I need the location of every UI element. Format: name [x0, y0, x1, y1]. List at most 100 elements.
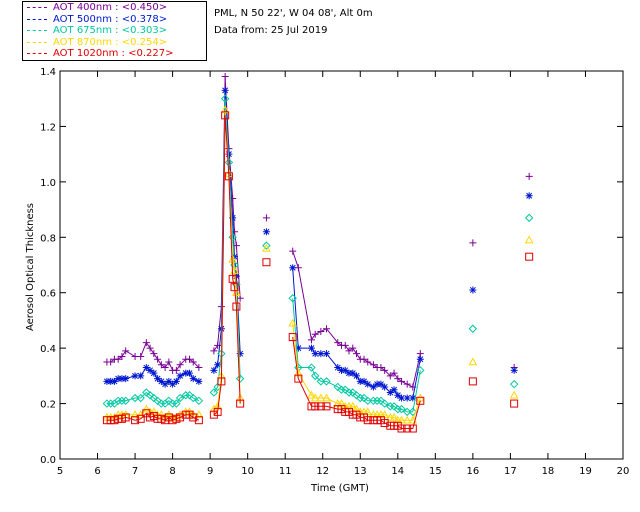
- data-point-diamond: [333, 382, 342, 392]
- data-point-diamond: [389, 402, 399, 411]
- data-point-plus: [469, 239, 477, 247]
- data-point-plus: [165, 358, 173, 366]
- data-point-asterisk: [231, 253, 239, 261]
- data-point-plus: [150, 350, 158, 358]
- series-1: [103, 86, 533, 402]
- plot-frame: [59, 70, 624, 460]
- data-point-plus: [360, 355, 368, 363]
- data-point-plus: [122, 347, 130, 355]
- data-point-diamond: [307, 363, 316, 372]
- x-tick-label: 14: [391, 466, 404, 477]
- data-point-plus: [195, 364, 203, 372]
- data-point-asterisk: [398, 394, 406, 402]
- series-line: [213, 115, 241, 416]
- data-point-diamond: [172, 399, 181, 408]
- legend-label-1020nm: AOT 1020nm : <0.227>: [53, 48, 174, 59]
- data-point-plus: [377, 364, 385, 372]
- data-point-plus: [390, 369, 398, 377]
- y-tick-label: 0.6: [40, 289, 56, 300]
- data-point-triangle: [408, 415, 418, 424]
- data-point-diamond: [175, 393, 185, 403]
- data-point-plus: [142, 339, 150, 347]
- data-point-plus: [403, 380, 411, 388]
- data-point-plus: [307, 336, 315, 344]
- legend-swatch-675nm: [27, 30, 47, 32]
- data-point-asterisk: [169, 380, 177, 388]
- data-point-triangle: [316, 393, 326, 402]
- data-point-asterisk: [349, 369, 357, 377]
- data-point-asterisk: [214, 361, 222, 369]
- data-point-diamond: [149, 393, 159, 403]
- legend: AOT 400nm : <0.450> AOT 500nm : <0.378> …: [22, 1, 207, 61]
- data-point-asterisk: [360, 377, 368, 385]
- data-point-triangle: [220, 105, 230, 114]
- data-point-triangle: [389, 412, 399, 421]
- data-point-diamond: [408, 407, 418, 417]
- data-point-asterisk: [210, 366, 218, 374]
- data-point-square: [224, 172, 233, 181]
- data-point-diamond: [142, 388, 151, 397]
- data-point-diamond: [316, 377, 326, 386]
- data-point-square: [294, 374, 303, 383]
- x-tick-label: 7: [132, 466, 138, 477]
- data-point-plus: [189, 358, 197, 366]
- data-point-diamond: [341, 385, 350, 394]
- y-tick-label: 1.4: [40, 67, 56, 78]
- data-point-asterisk: [364, 380, 372, 388]
- data-point-asterisk: [356, 377, 364, 385]
- data-point-diamond: [117, 396, 127, 406]
- data-point-diamond: [369, 396, 378, 406]
- data-point-plus: [386, 372, 394, 380]
- x-tick-label: 10: [241, 466, 254, 477]
- data-point-diamond: [348, 388, 357, 397]
- data-point-asterisk: [118, 375, 126, 383]
- data-point-diamond: [185, 391, 194, 400]
- data-point-diamond: [402, 407, 412, 417]
- data-point-triangle: [402, 415, 412, 424]
- legend-swatch-400nm: [27, 7, 47, 9]
- data-point-asterisk: [403, 394, 411, 402]
- y-tick-label: 1.2: [40, 122, 56, 133]
- data-point-asterisk: [137, 372, 145, 380]
- data-point-asterisk: [154, 375, 162, 383]
- x-tick-label: 17: [504, 466, 517, 477]
- y-tick-label: 1.0: [40, 178, 56, 189]
- data-point-asterisk: [157, 377, 165, 385]
- legend-item-870nm: AOT 870nm : <0.254>: [23, 37, 206, 49]
- data-point-plus: [157, 361, 165, 369]
- data-point-asterisk: [176, 372, 184, 380]
- data-point-asterisk: [122, 375, 130, 383]
- data-point-asterisk: [381, 383, 389, 391]
- data-point-asterisk: [165, 377, 173, 385]
- data-point-asterisk: [525, 192, 533, 200]
- legend-item-500nm: AOT 500nm : <0.378>: [23, 14, 206, 26]
- data-point-plus: [322, 325, 330, 333]
- y-tick-label: 0.8: [40, 233, 56, 244]
- y-tick-label: 0.2: [40, 400, 56, 411]
- data-point-diamond: [136, 393, 145, 403]
- data-point-plus: [381, 366, 389, 374]
- data-point-diamond: [288, 294, 297, 303]
- data-point-plus: [210, 347, 218, 355]
- data-point-plus: [353, 350, 361, 358]
- series-line: [106, 412, 200, 421]
- data-point-square: [213, 407, 222, 416]
- data-point-plus: [114, 355, 122, 363]
- data-point-plus: [364, 358, 372, 366]
- x-tick-label: 8: [169, 466, 175, 477]
- legend-item-400nm: AOT 400nm : <0.450>: [23, 2, 206, 14]
- x-tick-label: 11: [279, 466, 292, 477]
- data-point-asterisk: [386, 388, 394, 396]
- data-point-plus: [349, 344, 357, 352]
- data-point-diamond: [311, 371, 320, 381]
- x-axis-label: Time (GMT): [310, 483, 369, 494]
- x-tick-label: 16: [466, 466, 479, 477]
- data-point-diamond: [468, 324, 478, 333]
- data-point-asterisk: [142, 364, 150, 372]
- data-point-plus: [289, 247, 297, 255]
- data-point-diamond: [352, 391, 361, 400]
- data-point-square: [131, 416, 140, 425]
- data-point-square: [262, 258, 271, 267]
- series-layer: [102, 73, 534, 433]
